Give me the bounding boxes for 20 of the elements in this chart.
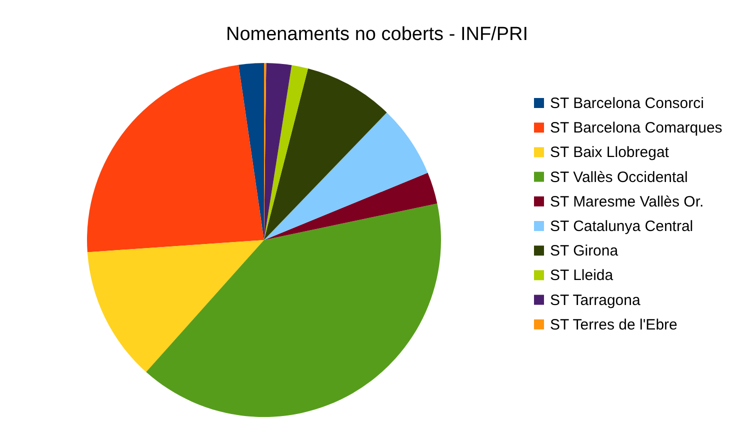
- pie-slice: [264, 172, 438, 240]
- pie-slice: [264, 65, 308, 240]
- pie-slice: [264, 68, 387, 240]
- legend-label: ST Baix Llobregat: [550, 144, 670, 162]
- legend-label: ST Tarragona: [550, 292, 641, 309]
- legend-label: ST Girona: [550, 242, 619, 260]
- legend-label: ST Catalunya Central: [550, 218, 694, 235]
- legend-label: ST Terres de l'Ebre: [550, 316, 678, 334]
- pie-slice: [87, 64, 264, 252]
- pie-slice: [87, 240, 264, 372]
- legend-label: ST Vallès Occidental: [550, 168, 688, 186]
- chart-title: Nomenaments no coberts - INF/PRI: [226, 24, 528, 45]
- legend-label: ST Barcelona Comarques: [550, 120, 722, 137]
- pie-slice: [238, 63, 264, 240]
- legend-label: ST Lleida: [550, 267, 614, 284]
- legend-label: ST Maresme Vallès Or.: [550, 193, 704, 210]
- pie-slice: [264, 63, 292, 240]
- legend-label: ST Barcelona Consorci: [550, 95, 704, 112]
- pie-slice: [264, 112, 428, 240]
- pie-slice: [146, 204, 441, 417]
